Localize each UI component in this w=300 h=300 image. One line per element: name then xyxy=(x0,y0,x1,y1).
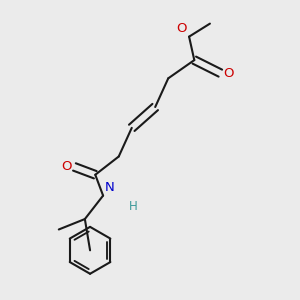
Text: H: H xyxy=(129,200,137,212)
Text: N: N xyxy=(104,181,114,194)
Text: O: O xyxy=(224,67,234,80)
Text: O: O xyxy=(176,22,187,35)
Text: O: O xyxy=(61,160,71,173)
